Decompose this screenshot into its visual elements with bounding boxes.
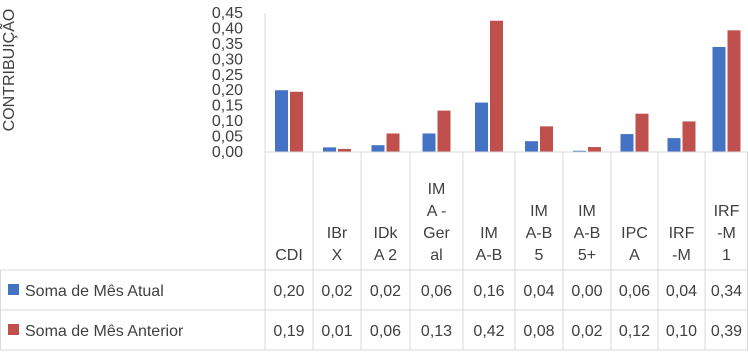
y-axis-title: CONTRIBUIÇÃO	[0, 9, 18, 132]
y-tick-label: 0,40	[212, 20, 243, 37]
legend-key-atual	[8, 284, 19, 295]
data-label: 0,00	[571, 283, 602, 300]
bar-atual	[371, 145, 385, 152]
bar-atual	[275, 90, 288, 152]
x-tick-label: A	[629, 247, 640, 264]
x-tick-label: 5	[535, 247, 544, 264]
y-tick-label: 0,25	[212, 67, 243, 84]
x-tick-label: X	[332, 247, 343, 264]
y-tick-label: 0,00	[212, 144, 243, 161]
y-tick-label: 0,05	[212, 129, 243, 146]
bar-anterior	[386, 133, 400, 152]
data-label: 0,20	[273, 283, 304, 300]
y-tick-label: 0,45	[212, 5, 243, 22]
data-label: 0,12	[619, 323, 650, 340]
y-tick-label: 0,10	[212, 113, 243, 130]
data-label: 0,01	[321, 323, 352, 340]
x-tick-label: Ger	[423, 225, 450, 242]
data-label: 0,04	[666, 283, 697, 300]
x-tick-label: IM	[480, 225, 498, 242]
data-label: 0,19	[273, 323, 304, 340]
y-tick-label: 0,20	[212, 82, 243, 99]
legend-key-anterior	[8, 324, 19, 335]
data-label: 0,06	[370, 323, 401, 340]
bar-atual	[667, 138, 681, 152]
data-label: 0,16	[473, 283, 504, 300]
x-tick-label: 5+	[578, 247, 596, 264]
x-tick-label: A -	[427, 203, 447, 220]
legend-label-atual: Soma de Mês Atual	[25, 283, 164, 300]
data-label: 0,04	[523, 283, 554, 300]
x-tick-label: A-B	[526, 225, 553, 242]
data-label: 0,02	[370, 283, 401, 300]
x-tick-label: A-B	[476, 247, 503, 264]
bar-atual	[323, 147, 336, 152]
data-label: 0,06	[421, 283, 452, 300]
bar-atual	[712, 46, 726, 152]
data-label: 0,39	[711, 323, 742, 340]
bar-anterior	[540, 126, 553, 152]
x-tick-label: IDk	[374, 225, 399, 242]
bar-anterior	[290, 91, 303, 152]
bar-atual	[422, 133, 436, 152]
bar-atual	[475, 102, 488, 152]
bar-atual	[573, 150, 586, 152]
data-label: 0,13	[421, 323, 452, 340]
y-tick-label: 0,35	[212, 36, 243, 53]
x-tick-label: A-B	[574, 225, 601, 242]
bar-anterior	[727, 30, 741, 153]
x-tick-label: -M	[672, 247, 691, 264]
x-tick-label: IRF	[714, 203, 740, 220]
bar-atual	[525, 141, 538, 152]
x-tick-label: IRF	[669, 225, 695, 242]
x-tick-label: IM	[530, 203, 548, 220]
x-tick-label: IM	[578, 203, 596, 220]
bar-anterior	[635, 113, 649, 152]
x-tick-label: IM	[428, 181, 446, 198]
bar-anterior	[588, 147, 601, 152]
data-label: 0,08	[523, 323, 554, 340]
x-tick-label: 1	[722, 247, 731, 264]
data-label: 0,10	[666, 323, 697, 340]
data-label: 0,06	[619, 283, 650, 300]
x-tick-label: IBr	[327, 225, 348, 242]
bar-anterior	[338, 148, 351, 152]
legend-label-anterior: Soma de Mês Anterior	[25, 323, 184, 340]
x-tick-label: IPC	[621, 225, 648, 242]
y-tick-label: 0,30	[212, 51, 243, 68]
x-tick-label: al	[430, 247, 442, 264]
bar-anterior	[682, 121, 696, 152]
bar-anterior	[490, 20, 503, 152]
data-label: 0,34	[711, 283, 742, 300]
data-label: 0,02	[571, 323, 602, 340]
x-tick-label: -M	[717, 225, 736, 242]
data-label: 0,02	[321, 283, 352, 300]
bar-anterior	[437, 110, 451, 152]
y-tick-label: 0,15	[212, 98, 243, 115]
x-tick-label: A 2	[374, 247, 397, 264]
bar-atual	[620, 134, 634, 152]
x-tick-label: CDI	[275, 247, 303, 264]
data-label: 0,42	[473, 323, 504, 340]
